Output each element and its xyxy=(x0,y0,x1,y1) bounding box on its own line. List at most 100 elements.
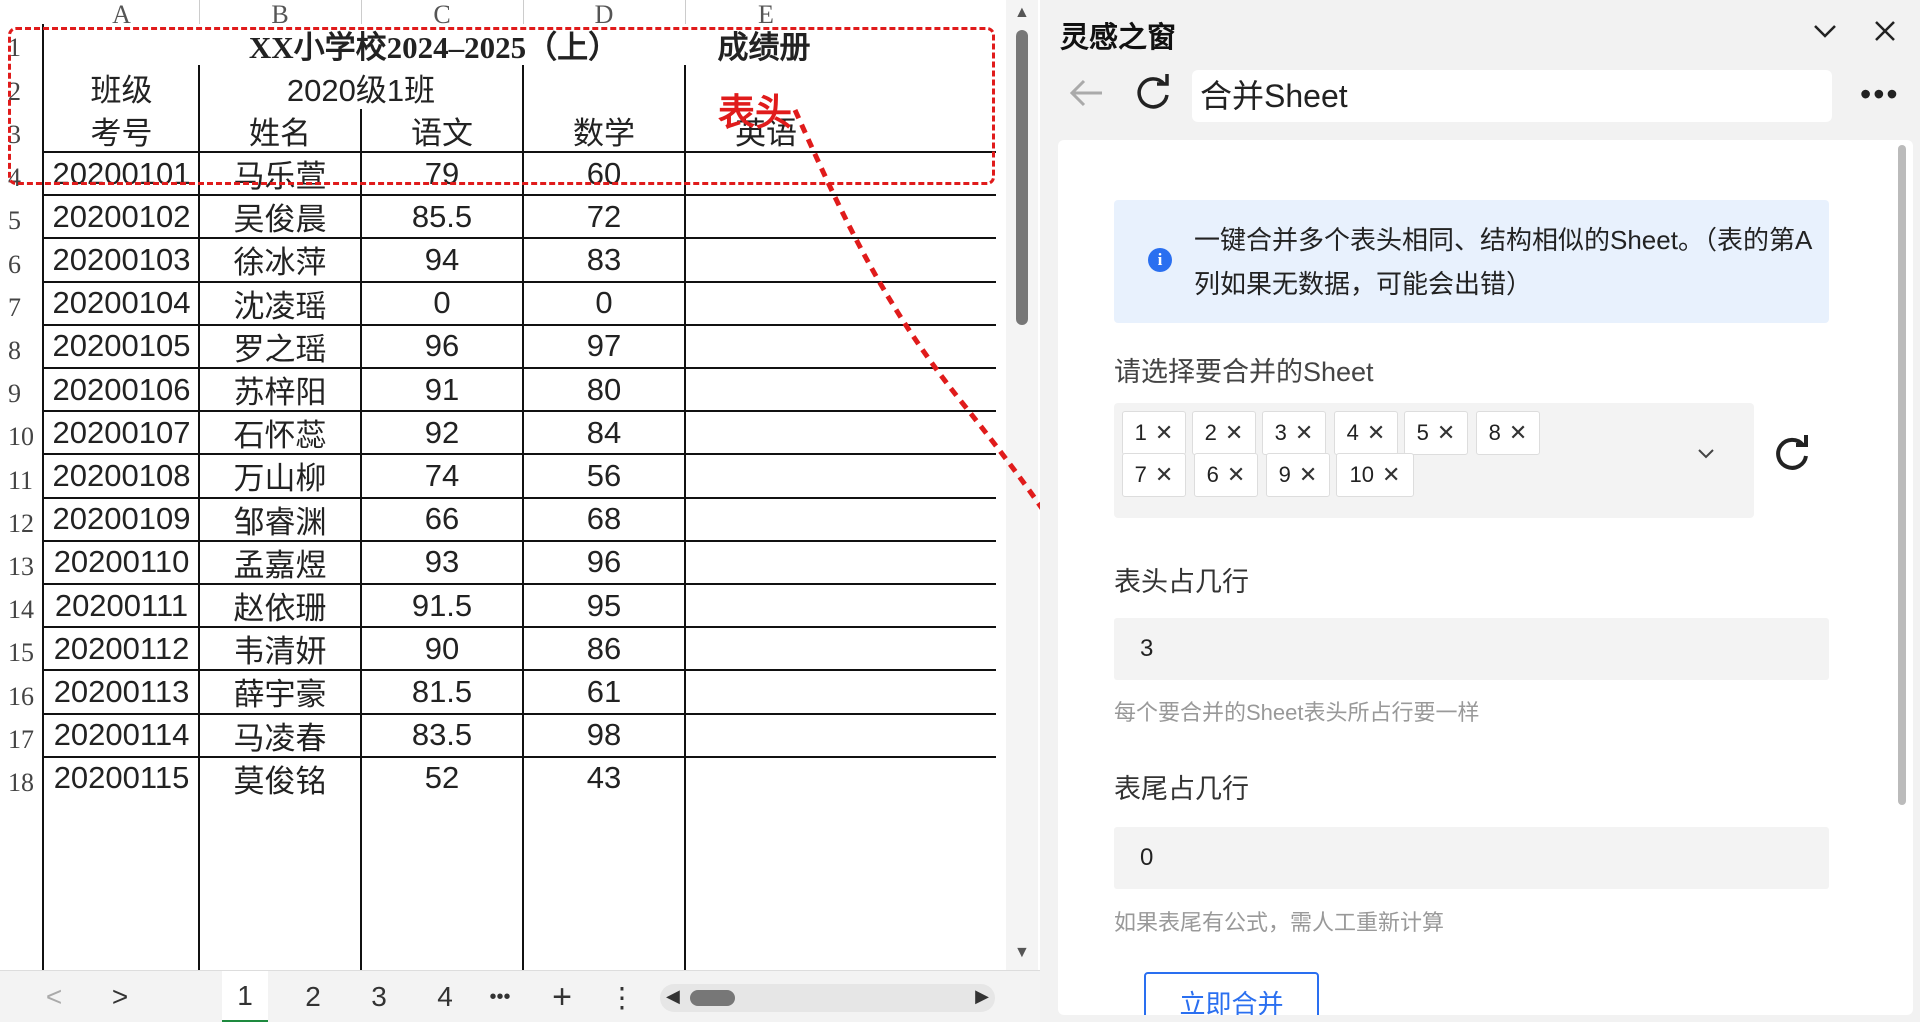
table-cell[interactable]: 苏梓阳 xyxy=(233,375,327,411)
row-header-14[interactable]: 14 xyxy=(8,595,34,625)
column-header-d[interactable]: D xyxy=(594,0,614,29)
table-cell[interactable]: 91 xyxy=(424,371,460,407)
horizontal-scroll-thumb[interactable] xyxy=(690,990,735,1006)
row-header-9[interactable]: 9 xyxy=(8,379,21,409)
sheet-tab-4[interactable]: 4 xyxy=(437,981,453,1012)
row-header-1[interactable]: 1 xyxy=(8,33,21,62)
row-header-8[interactable]: 8 xyxy=(8,335,21,365)
sheet-vertical-scrollbar[interactable]: ▲ ▼ xyxy=(1006,0,1038,970)
table-cell[interactable]: 20200106 xyxy=(52,371,191,407)
sheet-grid[interactable]: XX小学校2024–2025（上） 成绩册 班级 2020级1班 考号 姓名 语文 数学 英语 2… xyxy=(42,24,996,975)
table-cell[interactable]: 20200112 xyxy=(53,630,190,666)
table-cell[interactable]: 93 xyxy=(424,544,460,580)
table-cell[interactable]: 52 xyxy=(424,760,460,796)
more-sheets-button[interactable]: ••• xyxy=(489,985,511,1008)
table-cell[interactable]: 孟嘉煜 xyxy=(233,547,327,583)
table-cell[interactable]: 90 xyxy=(424,630,460,666)
row-header-7[interactable]: 7 xyxy=(8,292,21,322)
table-cell[interactable]: 86 xyxy=(586,630,622,666)
class-value-cell[interactable]: 2020级1班 xyxy=(286,72,436,108)
row-header-5[interactable]: 5 xyxy=(8,206,21,236)
remove-tag-icon[interactable]: ✕ xyxy=(1382,462,1401,487)
remove-tag-icon[interactable]: ✕ xyxy=(1154,462,1174,487)
table-cell[interactable]: 97 xyxy=(586,328,622,364)
table-cell[interactable]: 20200110 xyxy=(53,544,190,580)
table-cell[interactable]: 20200104 xyxy=(52,285,191,321)
row-header-12[interactable]: 12 xyxy=(8,508,34,538)
table-cell[interactable]: 莫俊铭 xyxy=(233,763,327,799)
panel-scrollbar[interactable] xyxy=(1898,145,1906,805)
scroll-up-icon[interactable]: ▲ xyxy=(1014,4,1030,21)
table-cell[interactable]: 68 xyxy=(586,501,622,537)
table-cell[interactable]: 80 xyxy=(586,371,622,407)
table-cell[interactable]: 20200114 xyxy=(53,717,190,753)
table-cell[interactable]: 0 xyxy=(595,285,613,321)
footer-rows-input[interactable]: 0 xyxy=(1114,827,1829,889)
column-header-a[interactable]: A xyxy=(112,0,131,29)
refresh-icon[interactable] xyxy=(1130,70,1176,121)
row-header-10[interactable]: 10 xyxy=(8,422,34,452)
column-header-c[interactable]: C xyxy=(433,0,451,29)
remove-tag-icon[interactable]: ✕ xyxy=(1298,462,1318,487)
table-cell[interactable]: 66 xyxy=(424,501,460,537)
table-cell[interactable]: 61 xyxy=(586,673,622,709)
table-cell[interactable]: 徐冰萍 xyxy=(233,245,327,281)
row-header-18[interactable]: 18 xyxy=(8,767,34,797)
prev-sheet-icon[interactable]: < xyxy=(45,981,63,1012)
sheet-tab-1[interactable]: 1 xyxy=(222,971,268,1022)
row-header-6[interactable]: 6 xyxy=(8,249,21,279)
class-label-cell[interactable]: 班级 xyxy=(90,72,153,108)
sheet-tag[interactable]: 3 ✕ xyxy=(1262,411,1326,455)
remove-tag-icon[interactable]: ✕ xyxy=(1226,462,1246,487)
table-cell[interactable]: 83.5 xyxy=(411,717,473,753)
table-cell[interactable]: 20200105 xyxy=(52,328,191,364)
header-cell[interactable]: 英语 xyxy=(735,116,797,151)
table-cell[interactable]: 96 xyxy=(424,328,460,364)
sheet-tag[interactable]: 5 ✕ xyxy=(1404,411,1468,455)
table-cell[interactable]: 94 xyxy=(424,241,460,277)
table-cell[interactable]: 20200102 xyxy=(52,198,191,234)
table-cell[interactable]: 20200109 xyxy=(52,501,191,537)
table-cell[interactable]: 吴俊晨 xyxy=(233,202,327,238)
header-cell[interactable]: 考号 xyxy=(90,116,153,151)
sheet-tag[interactable]: 6 ✕ xyxy=(1194,453,1258,497)
table-cell[interactable]: 96 xyxy=(586,544,622,580)
next-sheet-icon[interactable]: > xyxy=(111,981,129,1012)
back-arrow-icon[interactable] xyxy=(1066,72,1108,124)
table-cell[interactable]: 马乐萱 xyxy=(233,159,327,195)
table-cell[interactable]: 马凌春 xyxy=(233,720,327,756)
row-header-16[interactable]: 16 xyxy=(8,681,34,711)
remove-tag-icon[interactable]: ✕ xyxy=(1508,420,1528,445)
table-cell[interactable]: 91.5 xyxy=(411,587,473,623)
horizontal-scrollbar[interactable]: ◀ ▶ xyxy=(660,984,995,1012)
more-options-button[interactable]: ••• xyxy=(1860,76,1900,112)
table-cell[interactable]: 邹睿渊 xyxy=(233,504,327,540)
collapse-chevron-icon[interactable] xyxy=(1810,16,1840,51)
table-cell[interactable]: 81.5 xyxy=(411,673,473,709)
row-header-17[interactable]: 17 xyxy=(8,724,34,754)
reload-sheets-icon[interactable] xyxy=(1770,432,1814,481)
table-cell[interactable]: 83 xyxy=(586,241,622,277)
scroll-left-icon[interactable]: ◀ xyxy=(666,986,680,1006)
header-cell[interactable]: 姓名 xyxy=(249,116,311,151)
table-cell[interactable]: 20200113 xyxy=(53,673,190,709)
table-cell[interactable]: 72 xyxy=(586,198,622,234)
remove-tag-icon[interactable]: ✕ xyxy=(1224,420,1244,445)
table-cell[interactable]: 赵依珊 xyxy=(233,591,327,627)
dropdown-chevron-icon[interactable] xyxy=(1694,441,1718,470)
sheet-menu-button[interactable]: ⋮ xyxy=(608,981,636,1013)
table-cell[interactable]: 20200111 xyxy=(54,587,189,623)
sheet-tag[interactable]: 4 ✕ xyxy=(1334,411,1398,455)
sheet-tag[interactable]: 10 ✕ xyxy=(1336,453,1414,497)
sheet-title-right-cell[interactable]: 成绩册 xyxy=(717,30,811,65)
table-cell[interactable]: 43 xyxy=(586,760,622,796)
sheet-multiselect[interactable]: 1 ✕ 2 ✕ 3 ✕ 4 ✕ 5 ✕ 8 ✕ 7 ✕ 6 ✕ 9 ✕ 10 ✕ xyxy=(1114,403,1754,518)
table-cell[interactable]: 20200115 xyxy=(53,760,190,796)
row-header-11[interactable]: 11 xyxy=(8,465,34,495)
column-header-b[interactable]: B xyxy=(271,0,289,29)
table-cell[interactable]: 20200108 xyxy=(52,457,191,493)
table-cell[interactable]: 万山柳 xyxy=(233,461,327,497)
row-header-15[interactable]: 15 xyxy=(8,638,34,668)
sheet-tag[interactable]: 7 ✕ xyxy=(1122,453,1186,497)
header-cell[interactable]: 数学 xyxy=(573,116,635,151)
